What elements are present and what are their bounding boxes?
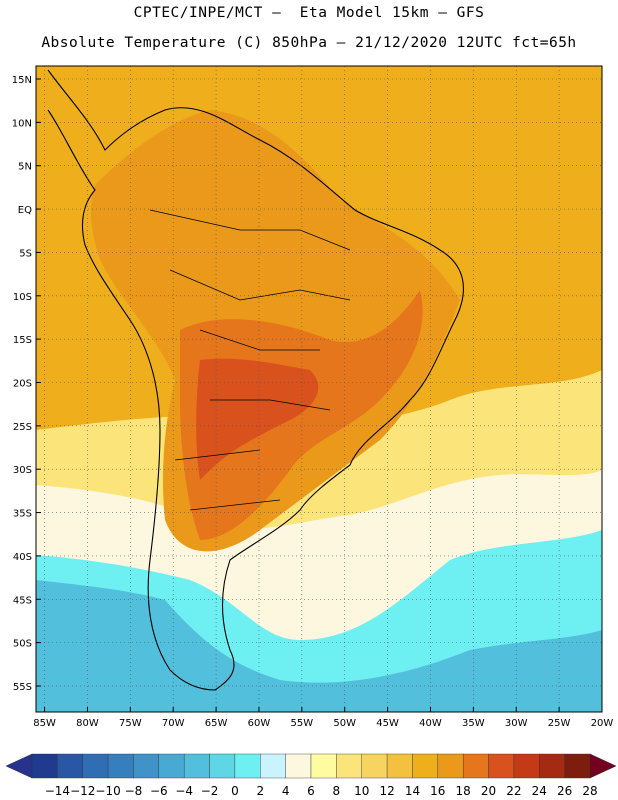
colorbar-label: 0 [231,784,239,798]
colorbar-label: 14 [405,784,420,798]
colorbar [5,753,617,779]
colorbar-label: −4 [175,784,193,798]
colorbar-label: 12 [379,784,394,798]
colorbar-swatch [107,753,134,779]
colorbar-over-arrow [589,753,617,779]
lat-label: 55S [13,682,32,693]
lat-label: 45S [13,595,32,606]
colorbar-swatch [82,753,109,779]
lat-label: 5S [19,248,32,259]
lon-label: 50W [333,718,356,729]
lat-label: 10S [13,292,32,303]
colorbar-swatch [412,753,439,779]
colorbar-swatch [285,753,312,779]
colorbar-label: −12 [70,784,95,798]
colorbar-swatch [564,753,591,779]
map-title-line-1: CPTEC/INPE/MCT – Eta Model 15km – GFS [133,5,485,21]
colorbar-swatch [462,753,489,779]
colorbar-label: 24 [532,784,547,798]
colorbar-label: 16 [430,784,445,798]
colorbar-swatch [361,753,388,779]
lat-label: 15N [12,75,32,86]
lat-label: 10N [12,118,32,129]
lon-label: 40W [419,718,442,729]
lat-label: 40S [13,552,32,563]
colorbar-label: 20 [481,784,496,798]
lon-label: 35W [462,718,485,729]
colorbar-label: 8 [333,784,341,798]
lat-label: 25S [13,422,32,433]
lon-label: 85W [33,718,56,729]
map-frame [35,65,603,713]
colorbar-swatch [386,753,413,779]
latitude-labels: 15N 10N 5N EQ 5S 10S 15S 20S 25S 30S 35S 40S 45S 50S 5… [12,75,41,693]
colorbar-swatch [260,753,286,779]
hottest-land-region [196,358,319,480]
lat-label: 35S [13,509,32,520]
colorbar-label: 26 [557,784,572,798]
colorbar-labels: −14 −12 −10 −8 −6 −4 −2 0 2 4 6 8 10 12 14 16 18 20 22 24 26… [45,784,598,798]
colorbar-label: −2 [201,784,219,798]
lon-label: 25W [548,718,571,729]
map-title-line-2: Absolute Temperature (C) 850hPa – 21/12/… [41,35,577,51]
colorbar-swatch [133,753,160,779]
colorbar-label: 10 [354,784,369,798]
cold-south-region [36,580,602,712]
lat-label: 30S [13,465,32,476]
colorbar-swatch [310,753,337,779]
colorbar-swatch [158,753,185,779]
colorbar-under-arrow [5,753,33,779]
south-america-coastline [47,69,464,691]
lat-label: 5N [18,162,32,173]
colorbar-label: −14 [45,784,70,798]
colorbar-swatch [209,753,236,779]
lon-label: 55W [291,718,314,729]
colorbar-swatch [183,753,210,779]
lon-label: 60W [248,718,271,729]
lon-label: 30W [505,718,528,729]
lon-label: 20W [591,718,614,729]
lon-label: 75W [119,718,142,729]
lat-label: 20S [13,378,32,389]
colorbar-swatch [437,753,464,779]
colorbar-swatch [336,753,362,779]
colorbar-label: −8 [125,784,143,798]
colorbar-swatch [57,753,83,779]
lat-label: EQ [18,205,32,216]
temperature-field [36,66,602,712]
lat-label: 15S [13,335,32,346]
lon-label: 70W [162,718,185,729]
longitude-labels: 85W 80W 75W 70W 65W 60W 55W 50W 45W 40W 35W 30W 25W 2… [33,707,613,729]
colorbar-swatch [488,753,515,779]
colorbar-swatch [539,753,565,779]
colorbar-swatch [513,753,540,779]
lon-label: 80W [76,718,99,729]
lon-label: 45W [376,718,399,729]
colorbar-label: 28 [582,784,597,798]
lat-label: 50S [13,639,32,650]
lon-label: 65W [205,718,228,729]
colorbar-label: 4 [282,784,290,798]
country-borders [149,209,351,511]
colorbar-label: −6 [150,784,168,798]
colorbar-label: 2 [256,784,264,798]
hotter-land-region [180,290,423,540]
colorbar-label: 22 [506,784,521,798]
colorbar-label: −10 [95,784,120,798]
colorbar-label: 18 [456,784,471,798]
colorbar-swatch [234,753,261,779]
colorbar-label: 6 [307,784,315,798]
colorbar-swatch [31,753,58,779]
